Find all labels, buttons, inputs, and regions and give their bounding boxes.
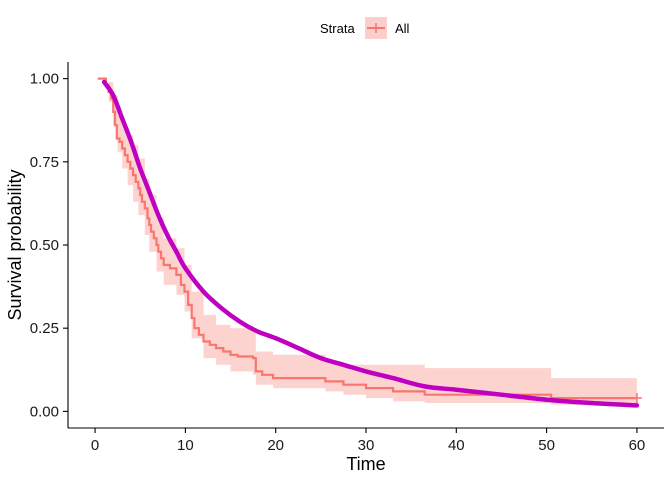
- y-axis-ticks: 0.00 0.25 0.50 0.75 1.00: [30, 71, 68, 420]
- x-tick-label: 20: [267, 437, 284, 454]
- x-axis-title: Time: [346, 454, 385, 474]
- y-tick-label: 0.50: [30, 237, 59, 254]
- series-line-model-curve: [101, 79, 640, 408]
- axes: 0 10 20 30 40 50 60 0.00 0.25 0.50 0.75 1.00: [30, 62, 664, 454]
- x-tick-label: 40: [448, 437, 465, 454]
- y-tick-label: 0.25: [30, 320, 59, 337]
- legend: Strata All: [320, 17, 410, 39]
- legend-entry-all: All: [395, 21, 410, 36]
- x-tick-label: 60: [629, 437, 646, 454]
- y-tick-label: 0.00: [30, 403, 59, 420]
- x-tick-label: 50: [538, 437, 555, 454]
- y-tick-label: 0.75: [30, 154, 59, 171]
- x-tick-label: 0: [91, 437, 99, 454]
- legend-title: Strata: [320, 21, 355, 36]
- y-tick-label: 1.00: [30, 71, 59, 88]
- x-tick-label: 30: [358, 437, 375, 454]
- x-axis-ticks: 0 10 20 30 40 50 60: [91, 428, 645, 454]
- confidence-band-all: [97, 78, 637, 405]
- plot-area: [97, 77, 642, 408]
- x-tick-label: 10: [177, 437, 194, 454]
- y-axis-title: Survival probability: [5, 169, 25, 320]
- series-line-all: [97, 77, 637, 400]
- censor-marks: [631, 393, 642, 404]
